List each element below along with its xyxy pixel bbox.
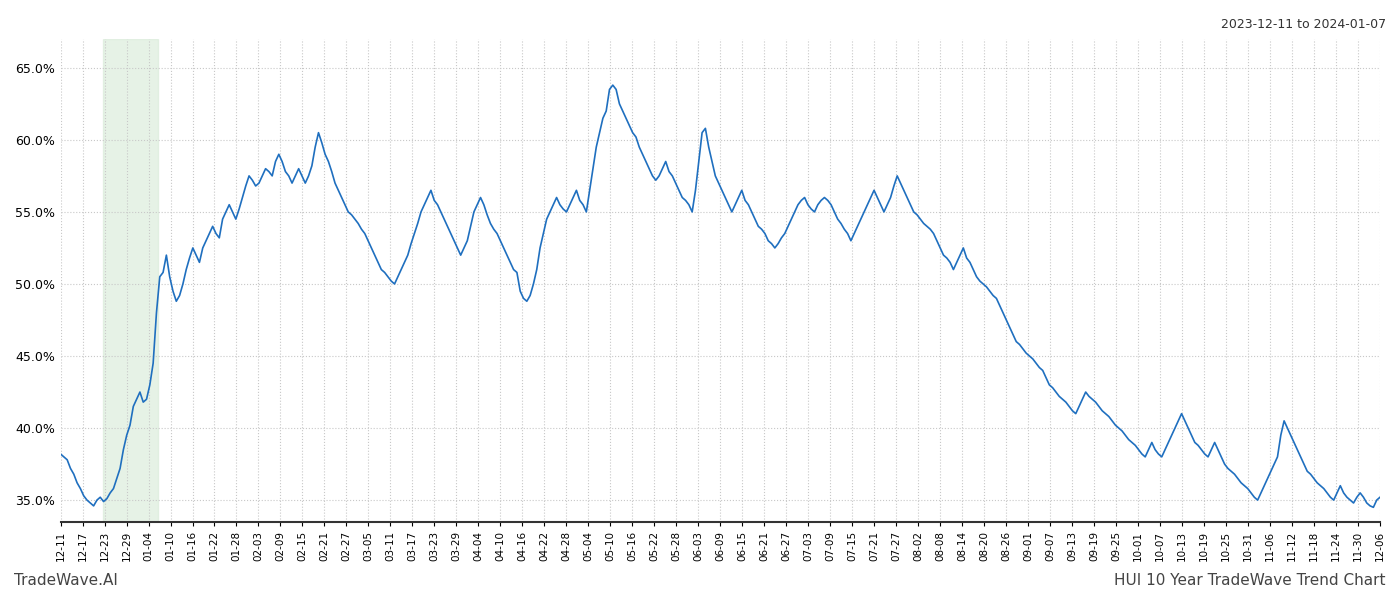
- Text: TradeWave.AI: TradeWave.AI: [14, 573, 118, 588]
- Bar: [102, 39, 158, 522]
- Text: HUI 10 Year TradeWave Trend Chart: HUI 10 Year TradeWave Trend Chart: [1114, 573, 1386, 588]
- Text: 2023-12-11 to 2024-01-07: 2023-12-11 to 2024-01-07: [1221, 18, 1386, 31]
